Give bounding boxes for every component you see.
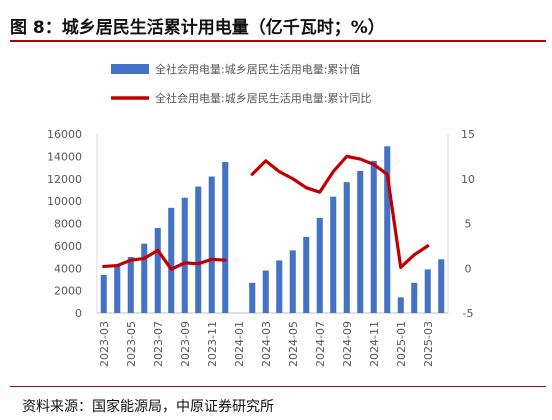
bar [276,260,283,313]
bar [154,227,161,313]
bar [114,266,121,313]
bar [127,257,134,313]
y-right-tick-label: -5 [463,307,474,320]
line-series [102,154,430,271]
axes: 0 2000 4000 6000 8000 10000 12000 14000 16000 -5 0… [47,128,475,367]
y-left-tick-label: 2000 [54,285,82,298]
bar [181,197,188,313]
footer-rule [10,386,546,387]
legend: 全社会用电量:城乡居民生活用电量:累计值全社会用电量:城乡居民生活用电量:累计同… [111,62,371,105]
bar [424,269,431,313]
y-left-tick-label: 12000 [47,173,82,186]
x-tick-label: 2025-01 [395,321,408,367]
bar [370,160,377,313]
bar [289,250,296,313]
chart: 全社会用电量:城乡居民生活用电量:累计值全社会用电量:城乡居民生活用电量:累计同… [47,62,475,367]
x-tick-label: 2024-09 [341,321,354,367]
y-left-tick-label: 6000 [54,240,82,253]
bar [141,243,148,313]
x-tick-label: 2023-05 [125,321,138,367]
y-left-tick-label: 14000 [47,150,82,163]
bar [411,282,418,313]
y-right-tick-label: 0 [465,262,472,275]
bar [343,182,350,313]
bar [195,186,202,313]
y-left-tick-label: 4000 [54,262,82,275]
x-tick-label: 2023-09 [179,321,192,367]
bar [100,274,107,313]
y-left-tick-label: 10000 [47,195,82,208]
title-rule [10,40,546,42]
y-left-tick-label: 16000 [47,128,82,141]
bar-series [100,146,445,313]
line-segment [102,248,227,271]
y-left-tick-label: 0 [75,307,82,320]
x-tick-label: 2024-07 [314,321,327,367]
bar [249,282,256,313]
legend-line-label: 全社会用电量:城乡居民生活用电量:累计同比 [155,91,371,105]
bar [330,196,337,313]
x-tick-label: 2023-03 [98,321,111,367]
legend-bar-swatch [111,64,149,74]
x-tick-label: 2024-05 [287,321,300,367]
x-tick-label: 2025-03 [422,321,435,367]
line-segment [250,154,430,269]
y-right-tick-label: 15 [461,128,475,141]
x-tick-label: 2024-03 [260,321,273,367]
y-right-tick-label: 5 [465,218,472,231]
bar [357,170,364,313]
bar [438,259,445,313]
x-tick-label: 2024-01 [233,321,246,367]
y-left-tick-label: 8000 [54,218,82,231]
x-tick-label: 2023-11 [206,321,219,367]
legend-bar-label: 全社会用电量:城乡居民生活用电量:累计值 [155,62,360,76]
bar [397,297,404,313]
bar [208,176,215,313]
bar [168,207,175,313]
y-right-tick-label: 10 [461,173,475,186]
x-tick-label: 2023-07 [152,321,165,367]
x-tick-label: 2024-11 [368,321,381,367]
bar [316,217,323,313]
source-note: 资料来源：国家能源局，中原证券研究所 [22,399,274,415]
bar [303,236,310,313]
bar [262,270,269,313]
bar [384,146,391,313]
chart-title: 图 8：城乡居民生活累计用电量（亿千瓦时；%） [10,18,385,38]
bar [222,161,229,313]
